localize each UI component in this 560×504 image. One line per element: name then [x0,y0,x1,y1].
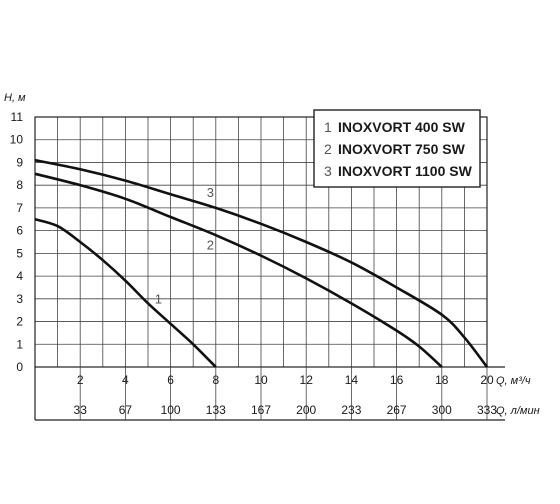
axes [34,116,505,421]
legend-number: 2 [324,141,332,157]
y-tick-label: 2 [16,315,23,329]
x-tick-label: 10 [254,373,268,387]
x2-tick-label: 233 [341,403,361,417]
x2-tick-label: 33 [74,403,88,417]
legend-box [313,109,481,188]
legend: 1 INOXVORT 400 SW 2 INOXVORT 750 SW 3 INOXVOR… [313,109,481,188]
x-axis-title: Q, м³/ч [496,375,531,387]
x-tick-label: 6 [167,373,174,387]
legend-entry: INOXVORT 750 SW [338,141,466,157]
x2-tick-label: 167 [251,403,271,417]
y-tick-label: 6 [16,224,23,238]
x2-axis-title: Q, л/мин [496,405,540,417]
x-tick-label: 14 [345,373,359,387]
y-tick-label: 5 [16,246,23,260]
x2-tick-label: 333 [477,403,497,417]
y-axis-title: H, м [4,92,26,104]
x2-tick-label: 100 [161,403,181,417]
y-tick-label: 11 [11,110,24,124]
curve-label-3: 3 [207,185,214,200]
x-tick-label: 18 [435,373,449,387]
x2-tick-label: 67 [119,403,133,417]
curve-label-1: 1 [155,292,162,307]
curve-label-2: 2 [207,238,214,253]
y-tick-label: 1 [16,337,23,351]
x-tick-label: 8 [212,373,219,387]
legend-entry: INOXVORT 1100 SW [338,163,473,179]
y-tick-label: 7 [16,201,23,215]
legend-entry: INOXVORT 400 SW [338,119,466,135]
x2-tick-label: 267 [387,403,407,417]
pump-curves: 1 2 3 [34,158,489,368]
pump-curve-3 [34,158,489,368]
legend-number: 1 [324,119,332,135]
x2-tick-label: 133 [206,403,226,417]
x2-tick-label: 300 [432,403,452,417]
y-tick-label: 0 [16,360,23,374]
pump-curve-2 [34,172,443,368]
x-tick-label: 20 [480,373,494,387]
y-tick-label: 3 [16,292,23,306]
legend-number: 3 [324,163,332,179]
y-tick-label: 10 [10,133,24,147]
y-tick-label: 4 [16,269,23,283]
y-tick-label: 9 [16,155,23,169]
x-tick-label: 2 [77,373,84,387]
x-tick-label: 12 [300,373,314,387]
x2-tick-label: 200 [296,403,316,417]
pump-curve-1 [34,218,217,368]
x-tick-label: 16 [390,373,404,387]
y-tick-label: 8 [16,178,23,192]
x-tick-label: 4 [122,373,129,387]
